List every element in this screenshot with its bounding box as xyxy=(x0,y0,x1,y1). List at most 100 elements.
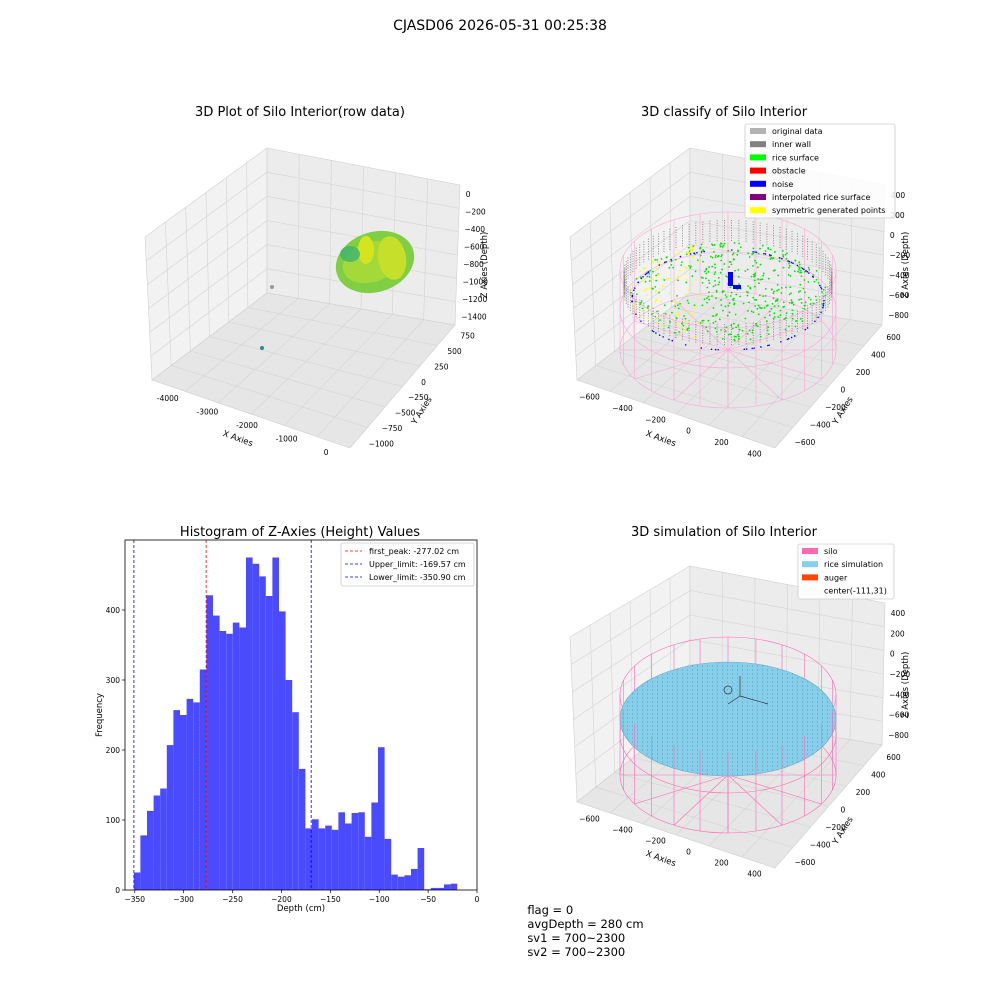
histogram-bar xyxy=(358,812,365,890)
legend-entry: silo xyxy=(824,547,838,556)
x-tick-label: −250 xyxy=(222,895,243,904)
x-tick-label: −200 xyxy=(645,415,666,424)
histogram-title: Histogram of Z-Axies (Height) Values xyxy=(180,525,420,540)
histogram-bar xyxy=(450,883,458,890)
legend-entry: Upper_limit: -169.57 cm xyxy=(369,560,466,569)
simulation-x-axis-label: X Axies xyxy=(644,849,677,869)
histogram-bar xyxy=(325,825,332,890)
z-tick-label: 400 xyxy=(891,609,906,618)
raw-z-axis-label: Z Axies (Depth) xyxy=(480,232,490,299)
x-tick-label: −200 xyxy=(271,895,292,904)
histogram-ticks: −350 −300 −250 −200 −150 −100 −50 0 0 100 200 300 40… xyxy=(106,606,480,904)
histogram-vlines xyxy=(133,540,312,890)
y-tick-label: 0 xyxy=(115,886,120,895)
classify-z-axis-label: Z Axies (Depth) xyxy=(901,232,911,299)
x-tick-label: 0 xyxy=(686,848,691,857)
histogram-legend: first_peak: -277.02 cm Upper_limit: -169.… xyxy=(340,542,475,587)
x-tick-label: -4000 xyxy=(157,394,179,403)
y-tick-label: 400 xyxy=(871,350,886,359)
z-tick-label: 0 xyxy=(890,650,895,659)
y-tick-label: 200 xyxy=(856,368,871,377)
x-tick-label: 200 xyxy=(714,438,729,447)
histogram-bar xyxy=(173,710,180,890)
histogram-bar xyxy=(180,715,187,890)
x-tick-label: 0 xyxy=(686,427,691,436)
histogram-bar xyxy=(272,557,279,890)
z-tick-label: −400 xyxy=(889,690,910,699)
y-tick-label: 100 xyxy=(106,816,121,825)
histogram-bar xyxy=(384,838,392,890)
z-tick-label: −200 xyxy=(890,670,911,679)
histogram-bar xyxy=(305,828,312,890)
x-tick-label: 400 xyxy=(747,870,762,879)
y-tick-label: 600 xyxy=(886,333,901,342)
z-tick-label: −1200 xyxy=(462,295,488,304)
x-tick-label: −400 xyxy=(612,404,633,413)
classify-tick-labels: −600−400−20002004006004002000−200−400−60… xyxy=(579,191,910,458)
sv2-text: sv2 = 700~2300 xyxy=(527,945,626,959)
y-tick-label: 750 xyxy=(460,332,475,341)
histogram-bar xyxy=(133,872,141,890)
histogram-bar xyxy=(239,627,246,890)
histogram-bar xyxy=(444,884,451,890)
z-tick-label: −600 xyxy=(889,291,910,300)
histogram-bar xyxy=(186,698,194,890)
x-tick-label: −200 xyxy=(645,837,666,846)
histogram-y-axis-label: Frequency xyxy=(95,693,105,737)
histogram-bar xyxy=(364,836,372,890)
z-tick-label: −200 xyxy=(890,251,911,260)
histogram-bar xyxy=(285,680,293,890)
histogram-bar xyxy=(213,615,220,890)
simulation-plot-title: 3D simulation of Silo Interior xyxy=(631,525,818,540)
x-tick-label: -1000 xyxy=(276,435,298,444)
histogram-bar xyxy=(140,835,147,890)
histogram-bar xyxy=(193,702,200,890)
x-tick-label: −150 xyxy=(320,895,341,904)
histogram-bar xyxy=(147,810,154,890)
legend-entry: center(-111,31) xyxy=(824,587,887,596)
z-tick-label: −1400 xyxy=(461,312,487,321)
histogram-bar xyxy=(166,745,174,890)
histogram-bar xyxy=(351,813,359,890)
legend-entry: first_peak: -277.02 cm xyxy=(369,547,459,556)
histogram-bar xyxy=(331,829,339,890)
simulation-3d-plot: 3D simulation of Silo Interior −600 −400 −… xyxy=(569,525,911,879)
y-tick-label: −200 xyxy=(825,823,846,832)
legend-entry: rice simulation xyxy=(824,560,883,569)
raw-plot-title: 3D Plot of Silo Interior(row data) xyxy=(195,105,405,120)
x-tick-label: 0 xyxy=(324,448,329,457)
y-tick-label: −200 xyxy=(825,403,846,412)
histogram-bar xyxy=(318,828,326,890)
z-tick-label: −400 xyxy=(889,271,910,280)
histogram-bar xyxy=(206,595,213,890)
classify-points xyxy=(623,220,833,351)
y-tick-label: −250 xyxy=(408,393,429,402)
histogram-bar xyxy=(219,631,227,890)
histogram-bar xyxy=(437,887,444,890)
x-tick-label: −50 xyxy=(420,895,436,904)
histogram-bar xyxy=(232,622,240,890)
simulation-silo-front xyxy=(619,695,833,833)
histogram-bar xyxy=(417,848,425,890)
raw-outlier-point xyxy=(270,285,274,289)
classify-legend: original data inner wall rice surface obsta… xyxy=(744,123,896,219)
histogram-bar xyxy=(397,876,405,890)
classify-plot-title: 3D classify of Silo Interior xyxy=(641,105,808,120)
simulation-legend: silo rice simulation auger center(-111,31) xyxy=(797,543,895,600)
y-tick-label: 0 xyxy=(841,386,846,395)
histogram-bar xyxy=(259,576,266,890)
y-tick-label: −600 xyxy=(795,858,816,867)
y-tick-label: 0 xyxy=(421,378,426,387)
y-tick-label: −1000 xyxy=(369,439,395,448)
y-tick-label: 600 xyxy=(886,753,901,762)
legend-entry: inner wall xyxy=(772,140,811,149)
x-tick-label: -2000 xyxy=(236,421,258,430)
x-tick-label: −400 xyxy=(612,826,633,835)
raw-surface-points xyxy=(335,230,415,294)
simulation-tick-labels: −600−400−20002004006004002000−200−400−60… xyxy=(579,609,910,878)
x-tick-label: −600 xyxy=(579,393,600,402)
flag-text: flag = 0 xyxy=(527,903,574,917)
simulation-center-marker xyxy=(723,676,769,705)
z-tick-label: −600 xyxy=(464,242,485,251)
histogram-axes-frame xyxy=(124,539,478,891)
